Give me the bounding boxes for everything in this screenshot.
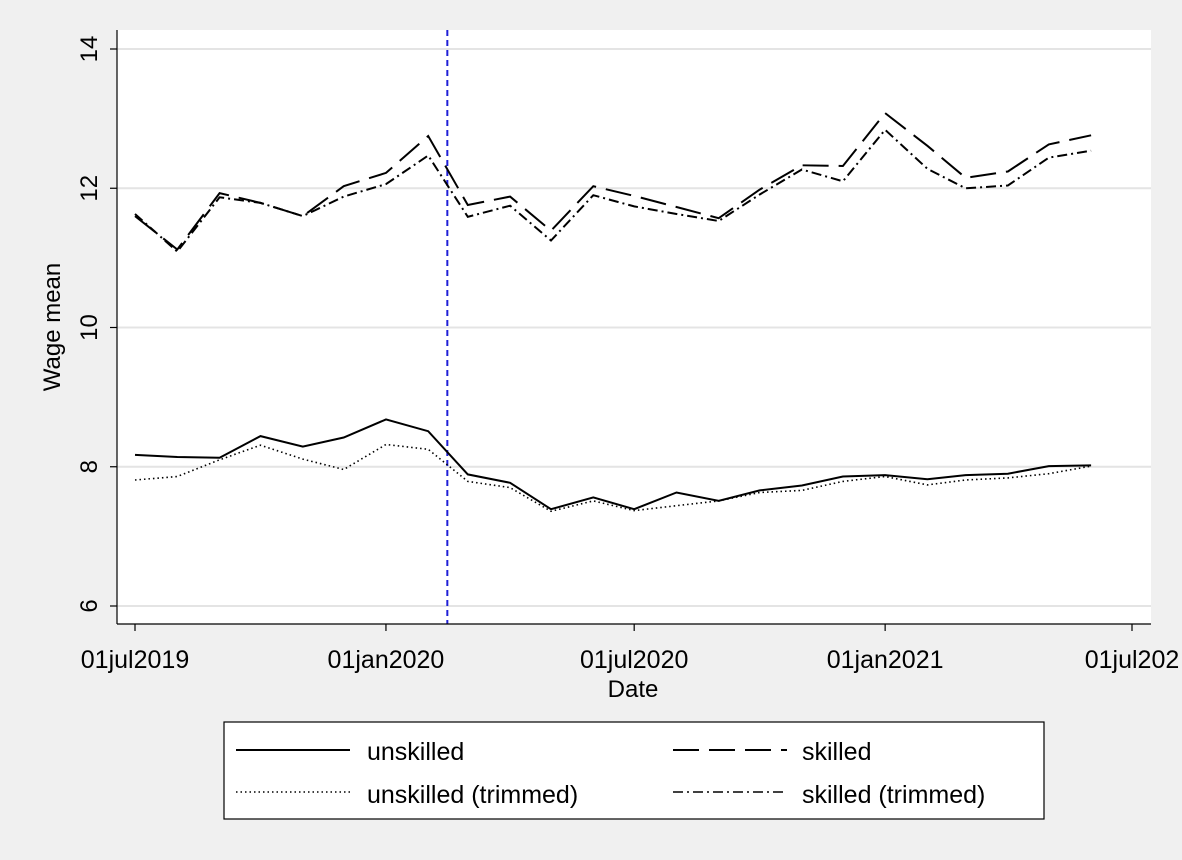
y-axis-label: Wage mean <box>39 263 66 392</box>
legend-label-unskilled: unskilled <box>367 738 464 766</box>
legend-label-unskilled-trimmed: unskilled (trimmed) <box>367 781 578 809</box>
series-line-unskilled <box>134 418 1092 511</box>
x-axis-label: Date <box>608 676 659 703</box>
x-tick-label-2019-07-01: 01jul2019 <box>81 646 189 674</box>
gridlines <box>117 48 1151 607</box>
legend-label-skilled: skilled <box>802 738 871 766</box>
x-ticks: 01jul2019 01jan2020 01jul2020 01jan2021 01ju… <box>81 624 1179 674</box>
y-tick-label-12: 12 <box>76 175 103 202</box>
x-tick-label-2020-01-01: 01jan2020 <box>328 646 445 674</box>
x-tick-label-2021-07-01: 01jul202 <box>1085 646 1180 674</box>
x-tick-label-2021-01-01: 01jan2021 <box>827 646 944 674</box>
series-line-skilled-trimmed <box>134 128 1092 254</box>
x-tick-label-2020-07-01: 01jul2020 <box>580 646 688 674</box>
y-tick-label-6: 6 <box>76 599 103 612</box>
legend-label-skilled-trimmed: skilled (trimmed) <box>802 781 985 809</box>
y-tick-label-8: 8 <box>76 460 103 473</box>
legend: unskilled skilled unskilled (trimmed) sk… <box>223 721 1045 820</box>
series-lines <box>134 111 1092 513</box>
y-tick-label-14: 14 <box>76 36 103 63</box>
y-ticks: 6 8 10 12 14 <box>76 36 117 613</box>
y-tick-label-10: 10 <box>76 314 103 341</box>
legend-box <box>223 721 1045 820</box>
